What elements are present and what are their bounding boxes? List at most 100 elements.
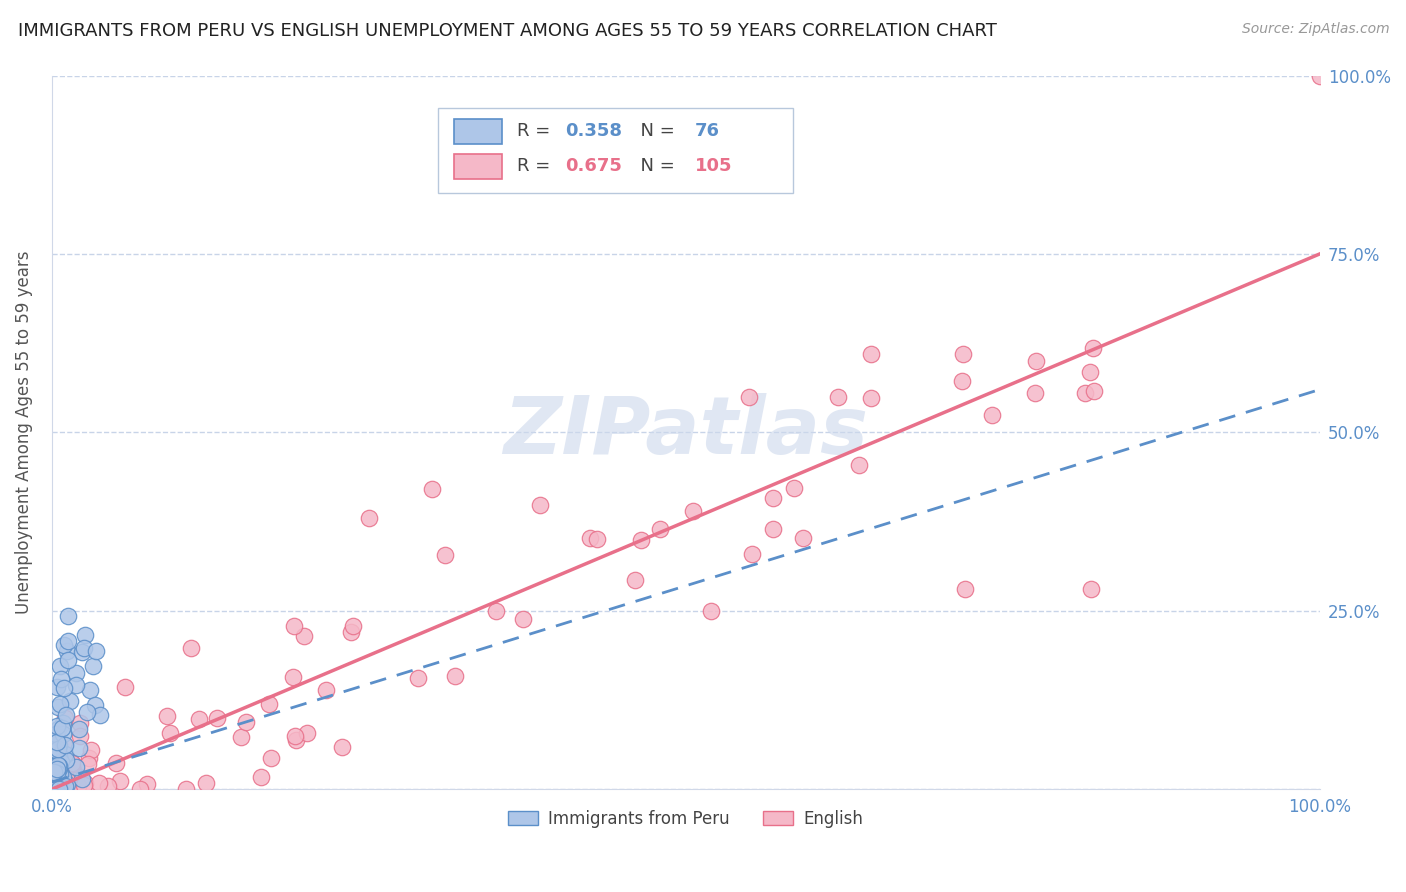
Point <box>46 719 69 733</box>
Point <box>46 742 69 756</box>
Point <box>408 671 430 685</box>
Point <box>69 715 91 730</box>
Point <box>1080 582 1102 597</box>
Point <box>41 764 63 779</box>
Point <box>48 761 70 775</box>
Point <box>950 375 973 389</box>
Text: N =: N = <box>628 157 681 175</box>
Point <box>55 644 77 658</box>
Point <box>49 766 72 780</box>
Point <box>59 756 82 771</box>
Point <box>42 768 65 782</box>
Point <box>52 727 75 741</box>
Point <box>52 681 75 695</box>
Point <box>65 666 87 681</box>
Point <box>41 726 63 740</box>
Point <box>174 782 197 797</box>
Point <box>48 772 70 786</box>
Point <box>46 735 69 749</box>
Point <box>77 757 100 772</box>
Point <box>45 680 67 694</box>
Bar <box>454 153 502 178</box>
Point <box>529 499 551 513</box>
Point <box>586 533 609 547</box>
Point <box>682 504 704 518</box>
Point <box>49 779 72 793</box>
Point <box>783 481 806 495</box>
Point <box>45 727 67 741</box>
Point <box>357 511 380 525</box>
Point <box>80 743 103 757</box>
Text: R =: R = <box>517 157 557 175</box>
Point <box>53 738 76 752</box>
Point <box>235 715 257 730</box>
Point <box>205 711 228 725</box>
Point <box>49 780 72 795</box>
Point <box>76 706 98 720</box>
Point <box>70 772 93 786</box>
Point <box>67 740 90 755</box>
Text: IMMIGRANTS FROM PERU VS ENGLISH UNEMPLOYMENT AMONG AGES 55 TO 59 YEARS CORRELATI: IMMIGRANTS FROM PERU VS ENGLISH UNEMPLOY… <box>18 22 997 40</box>
Text: 76: 76 <box>695 122 720 140</box>
Point <box>45 743 67 757</box>
Point <box>108 773 131 788</box>
Point <box>194 775 217 789</box>
Point <box>60 776 83 790</box>
Point <box>859 346 882 360</box>
Point <box>48 747 70 762</box>
Point <box>1025 353 1047 368</box>
Point <box>65 678 87 692</box>
Point <box>340 625 363 640</box>
Point <box>283 670 305 684</box>
Point <box>89 708 111 723</box>
Point <box>41 776 63 790</box>
Point <box>72 640 94 655</box>
Point <box>48 738 70 752</box>
Point <box>62 757 84 772</box>
Point <box>315 683 337 698</box>
Point <box>512 612 534 626</box>
Point <box>1309 69 1331 83</box>
Point <box>114 680 136 694</box>
Point <box>66 779 89 793</box>
Point <box>434 548 457 562</box>
Point <box>45 780 67 795</box>
Point <box>46 723 69 737</box>
Point <box>69 729 91 743</box>
Point <box>77 750 100 764</box>
Point <box>79 683 101 698</box>
Point <box>48 757 70 772</box>
Point <box>578 532 600 546</box>
Point <box>51 721 73 735</box>
Point <box>42 763 65 777</box>
Point <box>295 726 318 740</box>
Point <box>250 770 273 784</box>
Point <box>46 737 69 751</box>
Point <box>257 697 280 711</box>
Point <box>55 754 77 768</box>
Point <box>135 777 157 791</box>
Point <box>41 780 63 794</box>
Point <box>56 777 79 791</box>
Point <box>52 716 75 731</box>
Point <box>41 743 63 757</box>
Point <box>180 640 202 655</box>
Point <box>342 619 364 633</box>
Point <box>48 758 70 772</box>
Point <box>860 391 883 405</box>
Point <box>231 730 253 744</box>
Point <box>59 694 82 708</box>
Point <box>1024 385 1046 400</box>
Point <box>45 726 67 740</box>
Point <box>981 408 1004 422</box>
FancyBboxPatch shape <box>439 108 793 194</box>
Point <box>65 769 87 783</box>
Point <box>97 779 120 793</box>
Point <box>484 604 506 618</box>
Point <box>59 780 82 795</box>
Point <box>65 760 87 774</box>
Point <box>46 766 69 780</box>
Point <box>292 629 315 643</box>
Point <box>953 582 976 597</box>
Point <box>52 775 75 789</box>
